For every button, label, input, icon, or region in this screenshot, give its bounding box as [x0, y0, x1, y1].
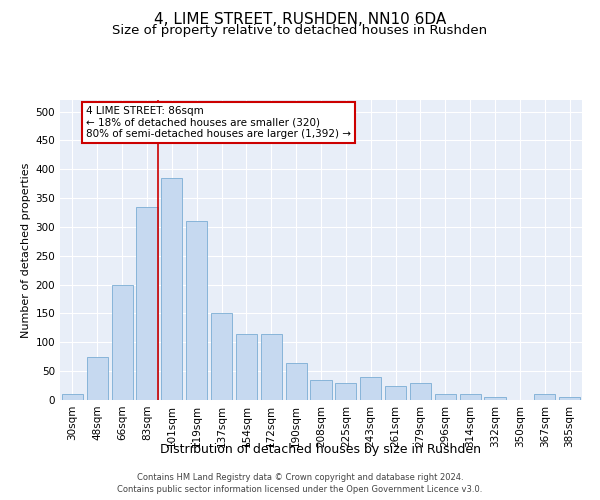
Text: Contains public sector information licensed under the Open Government Licence v3: Contains public sector information licen… [118, 485, 482, 494]
Bar [211, 314, 232, 400]
Text: Size of property relative to detached houses in Rushden: Size of property relative to detached ho… [112, 24, 488, 37]
Bar [410, 382, 431, 400]
Y-axis label: Number of detached properties: Number of detached properties [21, 162, 31, 338]
Bar [559, 397, 580, 400]
Bar [484, 397, 506, 400]
Text: Distribution of detached houses by size in Rushden: Distribution of detached houses by size … [161, 442, 482, 456]
Bar [261, 334, 282, 400]
Bar [136, 206, 158, 400]
Text: 4, LIME STREET, RUSHDEN, NN10 6DA: 4, LIME STREET, RUSHDEN, NN10 6DA [154, 12, 446, 28]
Bar [112, 284, 133, 400]
Bar [435, 394, 456, 400]
Bar [186, 221, 207, 400]
Bar [385, 386, 406, 400]
Bar [335, 382, 356, 400]
Bar [360, 377, 381, 400]
Bar [310, 380, 332, 400]
Bar [236, 334, 257, 400]
Bar [286, 362, 307, 400]
Bar [460, 394, 481, 400]
Bar [534, 394, 555, 400]
Bar [161, 178, 182, 400]
Bar [87, 356, 108, 400]
Bar [62, 394, 83, 400]
Text: Contains HM Land Registry data © Crown copyright and database right 2024.: Contains HM Land Registry data © Crown c… [137, 472, 463, 482]
Text: 4 LIME STREET: 86sqm
← 18% of detached houses are smaller (320)
80% of semi-deta: 4 LIME STREET: 86sqm ← 18% of detached h… [86, 106, 351, 139]
